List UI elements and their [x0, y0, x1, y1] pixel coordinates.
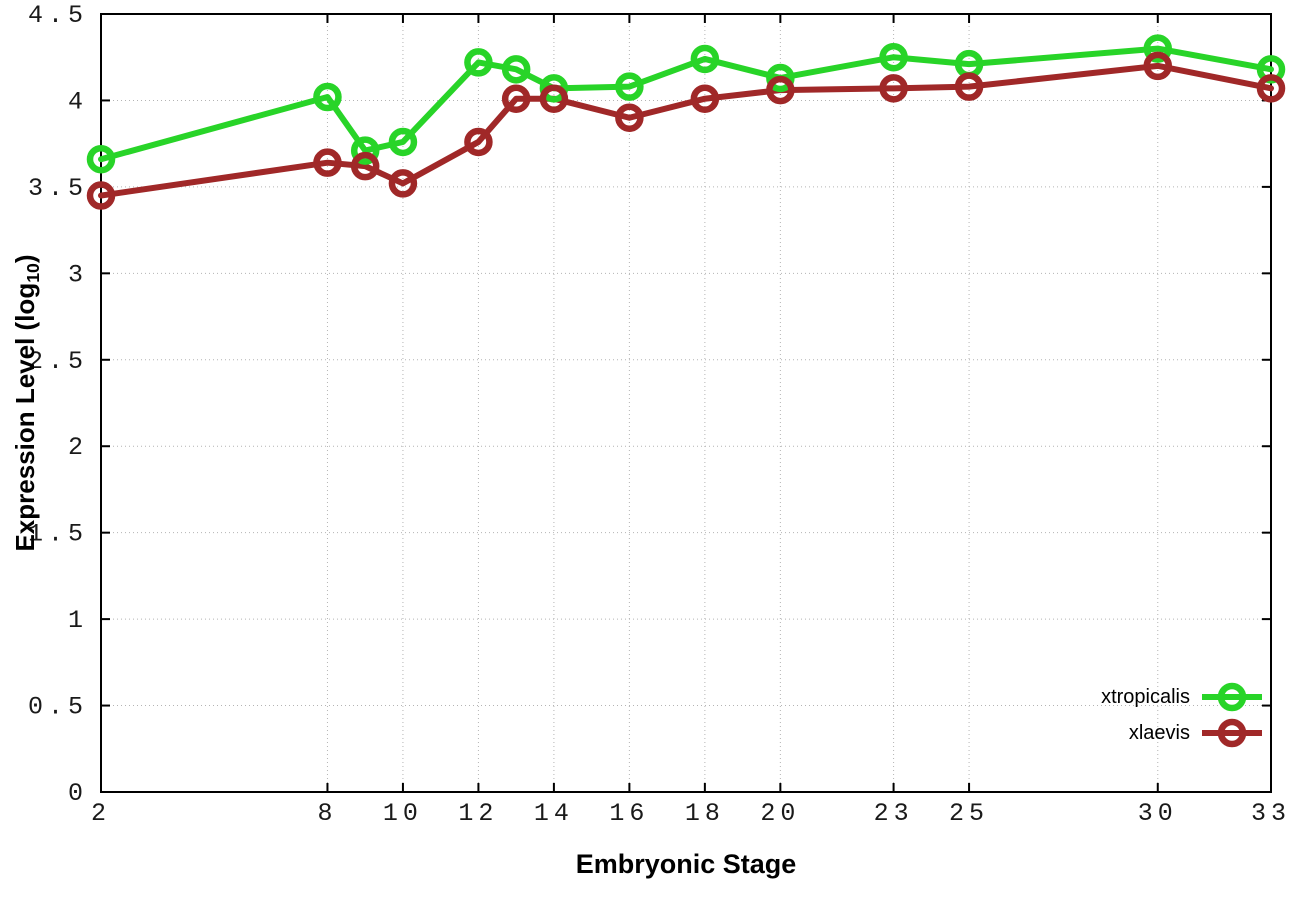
y-axis-title-subscript: 10: [23, 263, 44, 283]
svg-text:16: 16: [609, 799, 649, 828]
y-axis-title-main: Expression Level (log: [9, 282, 40, 552]
svg-text:2.5: 2.5: [28, 347, 88, 376]
svg-text:2: 2: [68, 433, 88, 462]
y-axis-title: Expression Level (log10): [10, 254, 44, 551]
legend-label: xlaevis: [1128, 721, 1190, 744]
svg-text:33: 33: [1251, 799, 1291, 828]
legend-item-xlaevis: xlaevis: [1129, 715, 1264, 751]
svg-text:1: 1: [68, 606, 88, 635]
svg-text:4.5: 4.5: [28, 1, 88, 30]
svg-text:25: 25: [949, 799, 989, 828]
svg-text:20: 20: [760, 799, 800, 828]
svg-text:14: 14: [534, 799, 574, 828]
legend-item-xtropicalis: xtropicalis: [1101, 679, 1264, 715]
svg-text:1.5: 1.5: [28, 520, 88, 549]
legend: xtropicalis xlaevis: [1101, 679, 1264, 751]
y-axis-title-end: ): [9, 254, 40, 264]
xtropicalis-marker-icon: [1202, 682, 1262, 712]
svg-text:10: 10: [383, 799, 423, 828]
svg-text:30: 30: [1138, 799, 1178, 828]
svg-text:18: 18: [685, 799, 725, 828]
svg-text:0: 0: [68, 779, 88, 808]
svg-text:0.5: 0.5: [28, 693, 88, 722]
x-axis-title: Embryonic Stage: [575, 849, 797, 879]
svg-text:3: 3: [68, 260, 88, 289]
xlaevis-marker-icon: [1202, 718, 1262, 748]
legend-label: xtropicalis: [1101, 685, 1190, 708]
svg-text:8: 8: [317, 799, 337, 828]
svg-text:2: 2: [91, 799, 111, 828]
svg-text:23: 23: [874, 799, 914, 828]
svg-text:12: 12: [458, 799, 498, 828]
svg-text:4: 4: [68, 87, 88, 116]
svg-text:3.5: 3.5: [28, 174, 88, 203]
